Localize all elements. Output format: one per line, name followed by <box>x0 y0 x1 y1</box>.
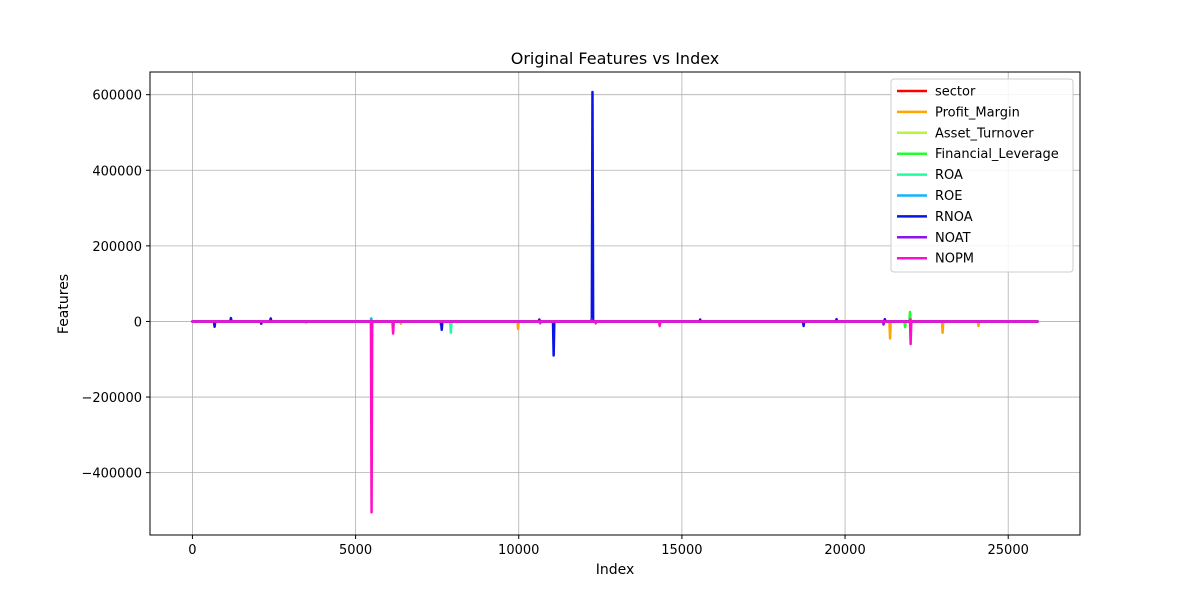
y-tick-label: 200000 <box>92 240 142 255</box>
legend-label: NOPM <box>935 252 974 267</box>
x-tick-label: 20000 <box>824 543 865 558</box>
y-tick-label: −400000 <box>81 467 142 482</box>
y-tick-label: −200000 <box>81 391 142 406</box>
legend-label: ROE <box>935 189 962 204</box>
legend-box <box>890 78 1074 273</box>
x-tick-label: 5000 <box>339 543 372 558</box>
x-tick-label: 15000 <box>661 543 702 558</box>
legend-label: ROA <box>935 168 963 183</box>
series-lines <box>191 90 1039 514</box>
plot-area-frame <box>149 71 1081 536</box>
x-tick-label: 25000 <box>988 543 1029 558</box>
y-tick-label: 0 <box>134 315 142 330</box>
y-tick-label: 400000 <box>92 164 142 179</box>
axis-ticks: 0 5000 10000 15000 20000 25000 −400000 −200000 0… <box>81 89 1028 558</box>
legend-label: Asset_Turnover <box>935 126 1034 141</box>
legend-label: NOAT <box>935 231 971 246</box>
x-tick-label: 10000 <box>498 543 539 558</box>
legend-label: RNOA <box>935 210 973 225</box>
y-tick-label: 600000 <box>92 89 142 104</box>
x-tick-label: 0 <box>188 543 196 558</box>
chart-title: Original Features vs Index <box>511 49 720 68</box>
legend-label: Profit_Margin <box>935 105 1020 120</box>
legend-label: Financial_Leverage <box>935 147 1059 162</box>
y-axis-title: Features <box>56 274 72 334</box>
x-axis-title: Index <box>596 562 635 578</box>
legend: sector Profit_Margin Asset_Turnover Financi… <box>890 78 1074 273</box>
series-line-nopm <box>191 318 1039 514</box>
legend-label: sector <box>935 85 976 100</box>
